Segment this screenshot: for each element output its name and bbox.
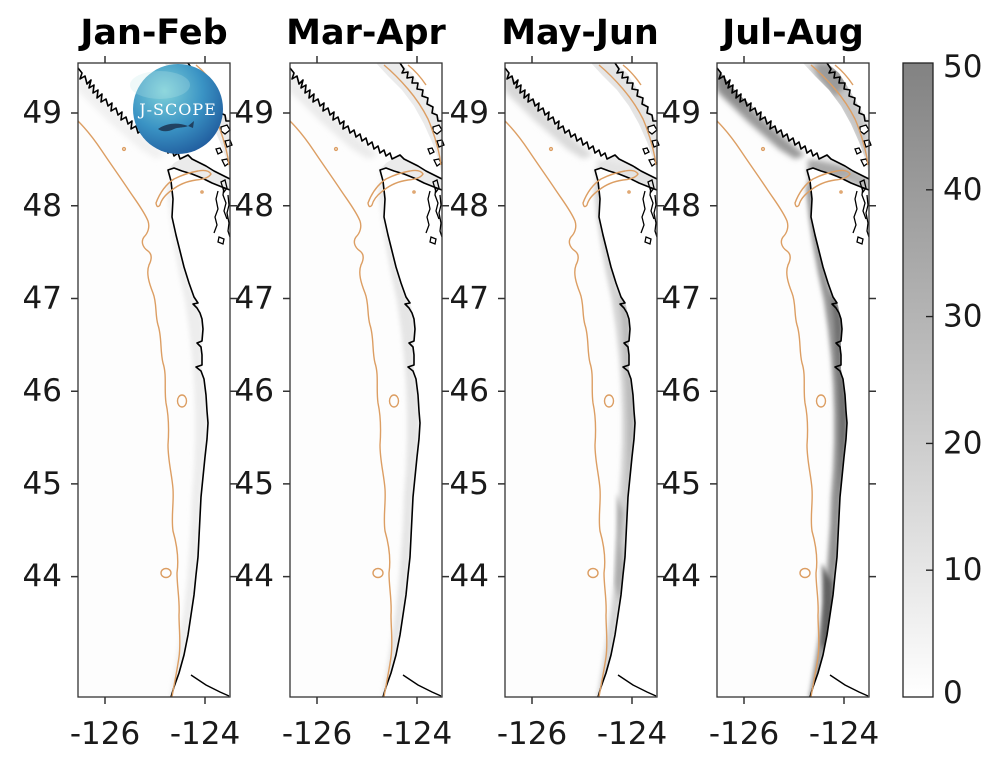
jscope-logo-text: J-SCOPE [137,100,217,119]
colorbar-tick-label: 20 [943,425,982,461]
lat-axis-panel-2: 49 48 47 46 45 44 [235,95,274,595]
colorbar-tick-label: 40 [943,172,982,208]
lat-tick-label: 49 [662,95,701,131]
panel-may-jun-field [505,63,657,697]
fish-icon [158,121,194,132]
colorbar-tick-label: 30 [943,299,982,335]
lat-tick-label: 47 [662,281,701,317]
colorbar-tick-label: 50 [943,49,982,85]
logo-light-beam [130,71,190,99]
colorbar-labels: 50 40 30 20 10 0 [943,49,982,711]
lon-tick-label: -126 [709,716,779,752]
lat-tick-label: 45 [662,466,701,502]
lat-tick-label: 49 [450,95,489,131]
lat-tick-label: 47 [235,281,274,317]
lat-tick-label: 44 [235,559,274,595]
south-coast-blotch [615,493,624,603]
lat-axis-panel-3: 49 48 47 46 45 44 [450,95,489,595]
lon-tick-label: -126 [70,716,140,752]
lon-tick-label: -124 [597,716,667,752]
lon-axis-labels: -126 -124 -126 -124 -126 -124 -126 -124 [70,716,879,752]
lat-tick-label: 46 [235,373,274,409]
lat-tick-label: 46 [23,373,62,409]
lat-tick-label: 47 [450,281,489,317]
lat-tick-label: 44 [662,559,701,595]
lon-tick-label: -124 [382,716,452,752]
colorbar-tick-label: 10 [943,552,982,588]
jscope-logo-disc [133,64,223,154]
lon-tick-label: -124 [809,716,879,752]
lon-tick-label: -126 [282,716,352,752]
lon-tick-label: -124 [170,716,240,752]
panel-title-jul-aug: Jul-Aug [720,13,864,53]
panel-title-may-jun: May-Jun [501,13,659,53]
lat-tick-label: 45 [23,466,62,502]
lat-tick-label: 46 [450,373,489,409]
lat-axis-panel-4: 49 48 47 46 45 44 [662,95,701,595]
colorbar: 50 40 30 20 10 0 [902,49,982,711]
lat-tick-label: 46 [662,373,701,409]
lat-axis-panel-1: 49 48 47 46 45 44 [23,95,62,595]
lon-tick-label: -126 [497,716,567,752]
panel-jan-feb: J-SCOPE [70,55,238,705]
lat-tick-label: 44 [23,559,62,595]
jscope-logo: J-SCOPE [130,64,223,154]
panel-title-jan-feb: Jan-Feb [78,13,227,53]
lat-tick-label: 48 [23,188,62,224]
lat-tick-label: 44 [450,559,489,595]
lat-tick-label: 45 [450,466,489,502]
colorbar-tick-marks [926,189,933,571]
lat-tick-label: 47 [23,281,62,317]
lat-tick-label: 49 [235,95,274,131]
lat-tick-label: 48 [235,188,274,224]
panel-mar-apr [282,55,450,705]
panel-title-mar-apr: Mar-Apr [286,13,446,53]
lat-tick-label: 45 [235,466,274,502]
lat-tick-label: 49 [23,95,62,131]
panel-jul-aug [709,55,877,705]
lat-tick-label: 48 [662,188,701,224]
panel-may-jun [497,55,665,705]
colorbar-tick-label: 0 [943,675,963,711]
lat-tick-label: 48 [450,188,489,224]
colorbar-gradient [902,62,934,698]
